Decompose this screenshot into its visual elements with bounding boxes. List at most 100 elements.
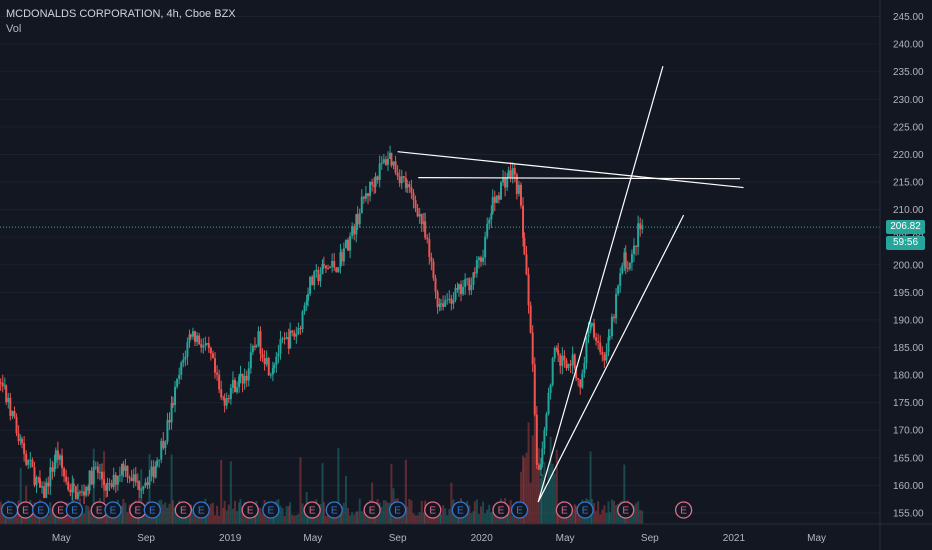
candle-body bbox=[56, 450, 59, 460]
volume-bar bbox=[259, 508, 262, 524]
candle-body bbox=[103, 479, 106, 485]
trendline[interactable] bbox=[418, 177, 741, 180]
price-tick-label: 225.00 bbox=[893, 122, 924, 133]
candle-body bbox=[420, 214, 423, 225]
earnings-marker[interactable]: E bbox=[143, 501, 161, 519]
trendline[interactable] bbox=[537, 66, 664, 503]
earnings-marker[interactable]: E bbox=[424, 501, 442, 519]
candle-body bbox=[509, 170, 512, 178]
candle-body bbox=[236, 387, 239, 393]
candle-body bbox=[438, 304, 441, 307]
candle-body bbox=[517, 184, 520, 194]
candle-body bbox=[170, 403, 173, 423]
candle-body bbox=[245, 375, 248, 381]
earnings-marker-label: E bbox=[110, 506, 117, 517]
candle-body bbox=[626, 268, 629, 270]
earnings-marker[interactable]: E bbox=[510, 501, 529, 519]
earnings-marker[interactable]: E bbox=[388, 501, 407, 519]
earnings-marker-circle bbox=[451, 501, 469, 519]
volume-bar bbox=[615, 504, 618, 524]
earnings-marker[interactable]: E bbox=[576, 501, 594, 519]
earnings-marker[interactable]: E bbox=[492, 501, 510, 519]
candle-body bbox=[628, 262, 631, 269]
volume-bar bbox=[58, 513, 61, 524]
volume-bar bbox=[442, 505, 445, 524]
earnings-marker[interactable]: E bbox=[32, 501, 50, 519]
earnings-marker[interactable]: E bbox=[241, 501, 259, 519]
candle-body bbox=[35, 477, 38, 486]
candle-body bbox=[369, 181, 372, 197]
earnings-marker[interactable]: E bbox=[192, 501, 210, 519]
candle-body bbox=[541, 448, 544, 464]
candle-body bbox=[19, 439, 22, 441]
trendline[interactable] bbox=[397, 151, 744, 189]
candle-body bbox=[249, 352, 252, 369]
earnings-marker-label: E bbox=[267, 506, 274, 517]
earnings-marker[interactable]: E bbox=[325, 501, 343, 519]
earnings-marker[interactable]: E bbox=[363, 501, 381, 519]
earnings-marker-circle bbox=[674, 501, 693, 519]
volume-bar bbox=[472, 511, 475, 524]
candle-body bbox=[615, 293, 618, 319]
candle-body bbox=[324, 265, 327, 269]
volume-bar bbox=[637, 501, 640, 524]
earnings-marker[interactable]: E bbox=[174, 501, 192, 519]
earnings-marker[interactable]: E bbox=[16, 501, 35, 519]
price-tick-label: 215.00 bbox=[893, 178, 924, 189]
earnings-marker-circle bbox=[65, 501, 84, 519]
candle-body bbox=[315, 269, 318, 272]
symbol-title[interactable]: MCDONALDS CORPORATION, 4h, Cboe BZX bbox=[6, 8, 236, 20]
candle-body bbox=[239, 373, 242, 377]
trendline[interactable] bbox=[537, 214, 685, 503]
candle-body bbox=[392, 161, 395, 166]
candle-body bbox=[311, 276, 314, 286]
volume-bar bbox=[122, 498, 125, 524]
price-tick-label: 175.00 bbox=[893, 398, 924, 409]
candle-body bbox=[390, 152, 393, 166]
earnings-marker[interactable]: E bbox=[303, 501, 321, 519]
volume-bar bbox=[174, 507, 177, 524]
volume-bar bbox=[577, 514, 580, 524]
candle-body bbox=[349, 235, 352, 251]
candle-body bbox=[279, 338, 282, 354]
candle-body bbox=[83, 491, 86, 496]
earnings-marker[interactable]: E bbox=[674, 501, 693, 519]
volume-bar bbox=[344, 475, 347, 524]
price-tick-label: 155.00 bbox=[893, 508, 924, 519]
candle-body bbox=[597, 341, 600, 343]
earnings-marker[interactable]: E bbox=[555, 501, 574, 519]
earnings-marker[interactable]: E bbox=[617, 501, 635, 519]
volume-bar bbox=[410, 500, 413, 524]
volume-bar bbox=[211, 502, 214, 524]
volume-indicator-label[interactable]: Vol bbox=[6, 23, 22, 35]
earnings-marker[interactable]: E bbox=[129, 501, 147, 519]
price-axis[interactable]: 155.00 160.00 165.00 170.00 175.00 180.00 185.… bbox=[893, 12, 924, 519]
candle-body bbox=[152, 466, 155, 478]
volume-bar bbox=[418, 512, 421, 524]
earnings-marker[interactable]: E bbox=[65, 501, 84, 519]
volume-bar bbox=[539, 478, 542, 524]
volume-bar bbox=[414, 515, 417, 524]
time-tick-label: May bbox=[807, 533, 826, 544]
earnings-marker[interactable]: E bbox=[104, 501, 122, 519]
candle-body bbox=[590, 323, 593, 326]
time-axis[interactable]: May Sep 2019 May Sep 2020 May Sep 2021 May bbox=[52, 533, 826, 544]
time-tick-label: 2019 bbox=[219, 533, 242, 544]
candle-body bbox=[543, 430, 546, 449]
candle-body bbox=[238, 376, 241, 388]
earnings-marker[interactable]: E bbox=[451, 501, 469, 519]
candle-body bbox=[589, 325, 592, 331]
candle-body bbox=[116, 475, 119, 485]
candle-body bbox=[531, 332, 534, 365]
candle-body bbox=[442, 303, 445, 307]
volume-bar bbox=[477, 514, 480, 524]
volume-bar bbox=[412, 513, 415, 524]
volume-bar bbox=[37, 515, 40, 524]
volume-bar bbox=[525, 452, 528, 524]
candle-body bbox=[464, 279, 467, 288]
earnings-marker[interactable]: E bbox=[0, 501, 19, 519]
earnings-marker[interactable]: E bbox=[262, 501, 280, 519]
candle-body bbox=[277, 353, 280, 357]
earnings-marker-circle bbox=[388, 501, 407, 519]
